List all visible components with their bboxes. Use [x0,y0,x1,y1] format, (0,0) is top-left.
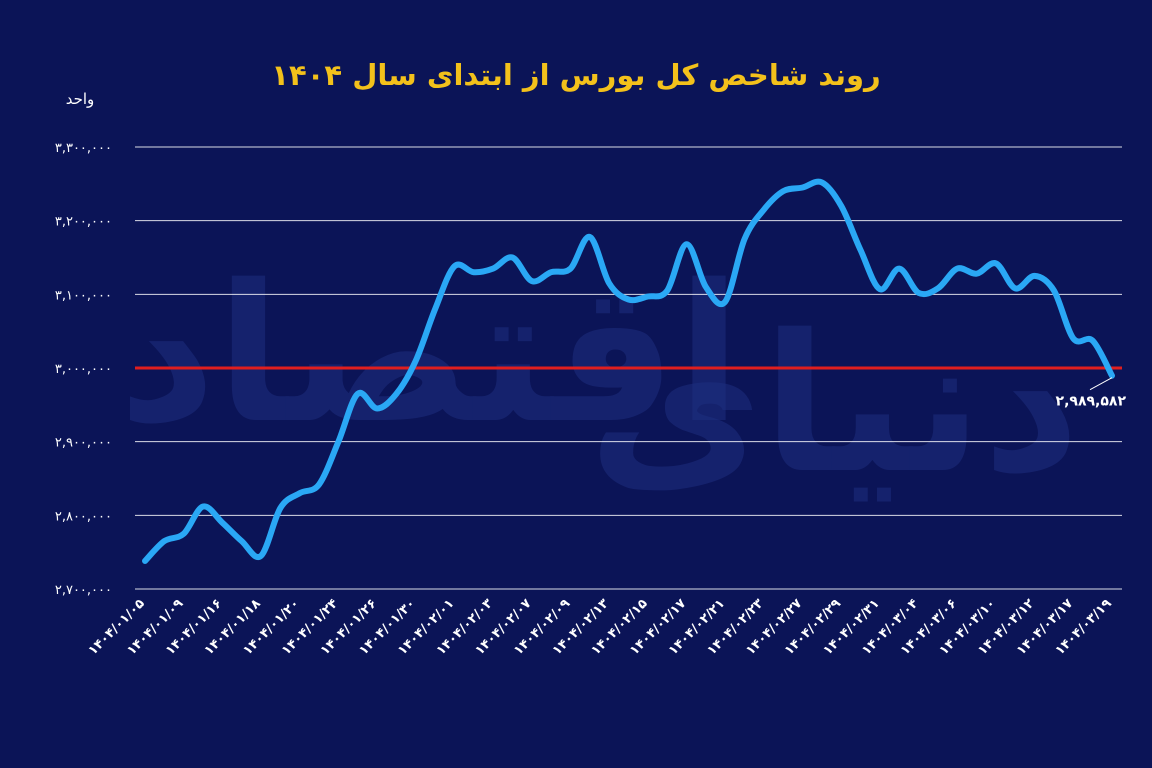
watermark: اقتصاد دنیای [118,244,1080,515]
annotations: ۲,۹۸۹,۵۸۲ [1056,377,1127,410]
watermark-text-right: دنیای [588,294,1080,515]
x-axis-ticks: ۱۴۰۴/۰۱/۰۵۱۴۰۴/۰۱/۰۹۱۴۰۴/۰۱/۱۶۱۴۰۴/۰۱/۱۸… [86,596,1115,658]
y-tick-label: ۲,۹۰۰,۰۰۰ [55,436,112,451]
last-value-leader [1089,377,1113,391]
y-tick-label: ۳,۲۰۰,۰۰۰ [55,215,112,230]
chart-title: روند شاخص کل بورس از ابتدای سال ۱۴۰۴ [271,58,881,92]
watermark-text-left: اقتصاد [118,244,741,465]
last-value-label: ۲,۹۸۹,۵۸۲ [1056,394,1127,410]
y-tick-label: ۲,۷۰۰,۰۰۰ [55,583,112,598]
y-tick-label: ۳,۰۰۰,۰۰۰ [55,362,112,377]
y-tick-label: ۳,۱۰۰,۰۰۰ [55,288,112,303]
series-line [142,178,1115,564]
y-axis-ticks: ۲,۷۰۰,۰۰۰ ۲,۸۰۰,۰۰۰ ۲,۹۰۰,۰۰۰ ۳,۰۰۰,۰۰۰ ۳,۱۰… [55,141,112,598]
y-axis-unit-label: واحد [66,90,95,108]
y-tick-label: ۲,۸۰۰,۰۰۰ [55,509,112,524]
series-group [142,178,1115,564]
y-tick-label: ۳,۳۰۰,۰۰۰ [55,141,112,156]
grid [135,146,1122,590]
